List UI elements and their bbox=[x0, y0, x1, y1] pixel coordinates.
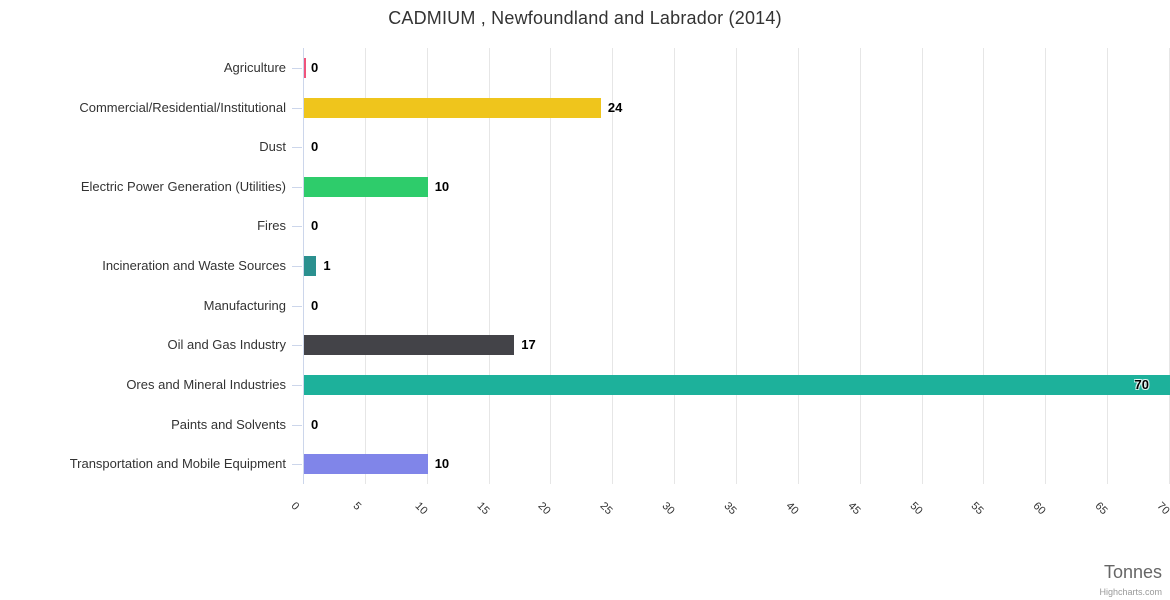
value-label: 1 bbox=[323, 258, 331, 273]
value-label: 0 bbox=[311, 297, 319, 313]
gridline bbox=[488, 48, 490, 484]
x-axis-tick-label: 70 bbox=[1154, 500, 1170, 518]
category-tick bbox=[292, 107, 302, 109]
category-tick bbox=[292, 67, 302, 69]
category-tick bbox=[292, 305, 302, 307]
category-tick bbox=[292, 384, 302, 386]
value-label: 0 bbox=[311, 59, 319, 75]
x-axis-tick-label: 35 bbox=[721, 500, 739, 518]
x-axis-tick-label: 10 bbox=[412, 500, 430, 518]
category-label: Oil and Gas Industry bbox=[167, 337, 287, 353]
gridline bbox=[426, 48, 428, 484]
category-label: Fires bbox=[257, 218, 286, 234]
bar[interactable] bbox=[304, 256, 317, 276]
category-label: Manufacturing bbox=[203, 297, 286, 313]
gridline bbox=[1045, 48, 1047, 484]
bar[interactable] bbox=[304, 335, 515, 356]
x-axis-tick-label: 55 bbox=[968, 500, 987, 518]
category-label: Ores and Mineral Industries bbox=[126, 376, 286, 392]
gridline bbox=[674, 48, 676, 484]
category-tick bbox=[292, 147, 302, 149]
x-axis-tick-label: 0 bbox=[288, 500, 302, 513]
gridline bbox=[797, 48, 799, 484]
bar[interactable] bbox=[304, 57, 306, 78]
gridline bbox=[921, 48, 923, 484]
highcharts-credit-link[interactable]: Highcharts.com bbox=[1099, 587, 1162, 597]
value-label: 24 bbox=[607, 99, 623, 115]
y-axis-line bbox=[303, 48, 304, 484]
x-axis-tick-label: 50 bbox=[907, 500, 925, 518]
gridline bbox=[736, 48, 737, 484]
category-tick bbox=[292, 345, 302, 347]
x-axis-tick-label: 45 bbox=[845, 500, 863, 518]
category-label: Transportation and Mobile Equipment bbox=[69, 456, 286, 472]
category-tick bbox=[292, 464, 302, 466]
value-label: 0 bbox=[311, 416, 319, 432]
category-label: Incineration and Waste Sources bbox=[102, 258, 286, 273]
category-label: Electric Power Generation (Utilities) bbox=[80, 178, 286, 194]
chart-title: CADMIUM , Newfoundland and Labrador (201… bbox=[388, 8, 782, 28]
x-axis-tick-label: 40 bbox=[783, 500, 801, 518]
category-tick bbox=[292, 266, 302, 267]
x-axis-tick-label: 30 bbox=[659, 500, 677, 518]
x-axis-title: Tonnes bbox=[1103, 562, 1162, 582]
x-axis-tick-label: 25 bbox=[597, 500, 615, 518]
category-tick bbox=[292, 424, 302, 426]
value-label: 17 bbox=[521, 337, 536, 353]
x-axis-tick-label: 65 bbox=[1092, 500, 1110, 518]
value-label: 0 bbox=[311, 218, 319, 234]
value-label: 10 bbox=[434, 456, 450, 472]
bar[interactable] bbox=[304, 176, 428, 197]
category-tick bbox=[292, 226, 302, 228]
value-label: 70 bbox=[1134, 376, 1149, 392]
x-axis-tick-label: 20 bbox=[535, 500, 554, 518]
bar[interactable] bbox=[304, 97, 601, 118]
category-tick bbox=[292, 186, 302, 188]
gridline bbox=[550, 48, 552, 484]
x-axis-tick-label: 5 bbox=[350, 500, 364, 513]
x-axis-tick-label: 15 bbox=[474, 500, 492, 518]
gridline bbox=[612, 48, 614, 484]
value-label: 0 bbox=[311, 139, 319, 155]
bar[interactable] bbox=[304, 454, 428, 475]
bar[interactable] bbox=[304, 374, 1170, 395]
gridline bbox=[364, 48, 366, 484]
category-label: Commercial/Residential/Institutional bbox=[79, 99, 286, 115]
gridline bbox=[859, 48, 861, 484]
gridline bbox=[983, 48, 985, 484]
x-axis-tick-label: 60 bbox=[1030, 500, 1048, 518]
value-label: 10 bbox=[434, 178, 450, 194]
category-label: Paints and Solvents bbox=[171, 416, 286, 432]
category-label: Agriculture bbox=[223, 59, 286, 75]
category-label: Dust bbox=[259, 139, 286, 155]
gridline bbox=[1107, 48, 1109, 484]
